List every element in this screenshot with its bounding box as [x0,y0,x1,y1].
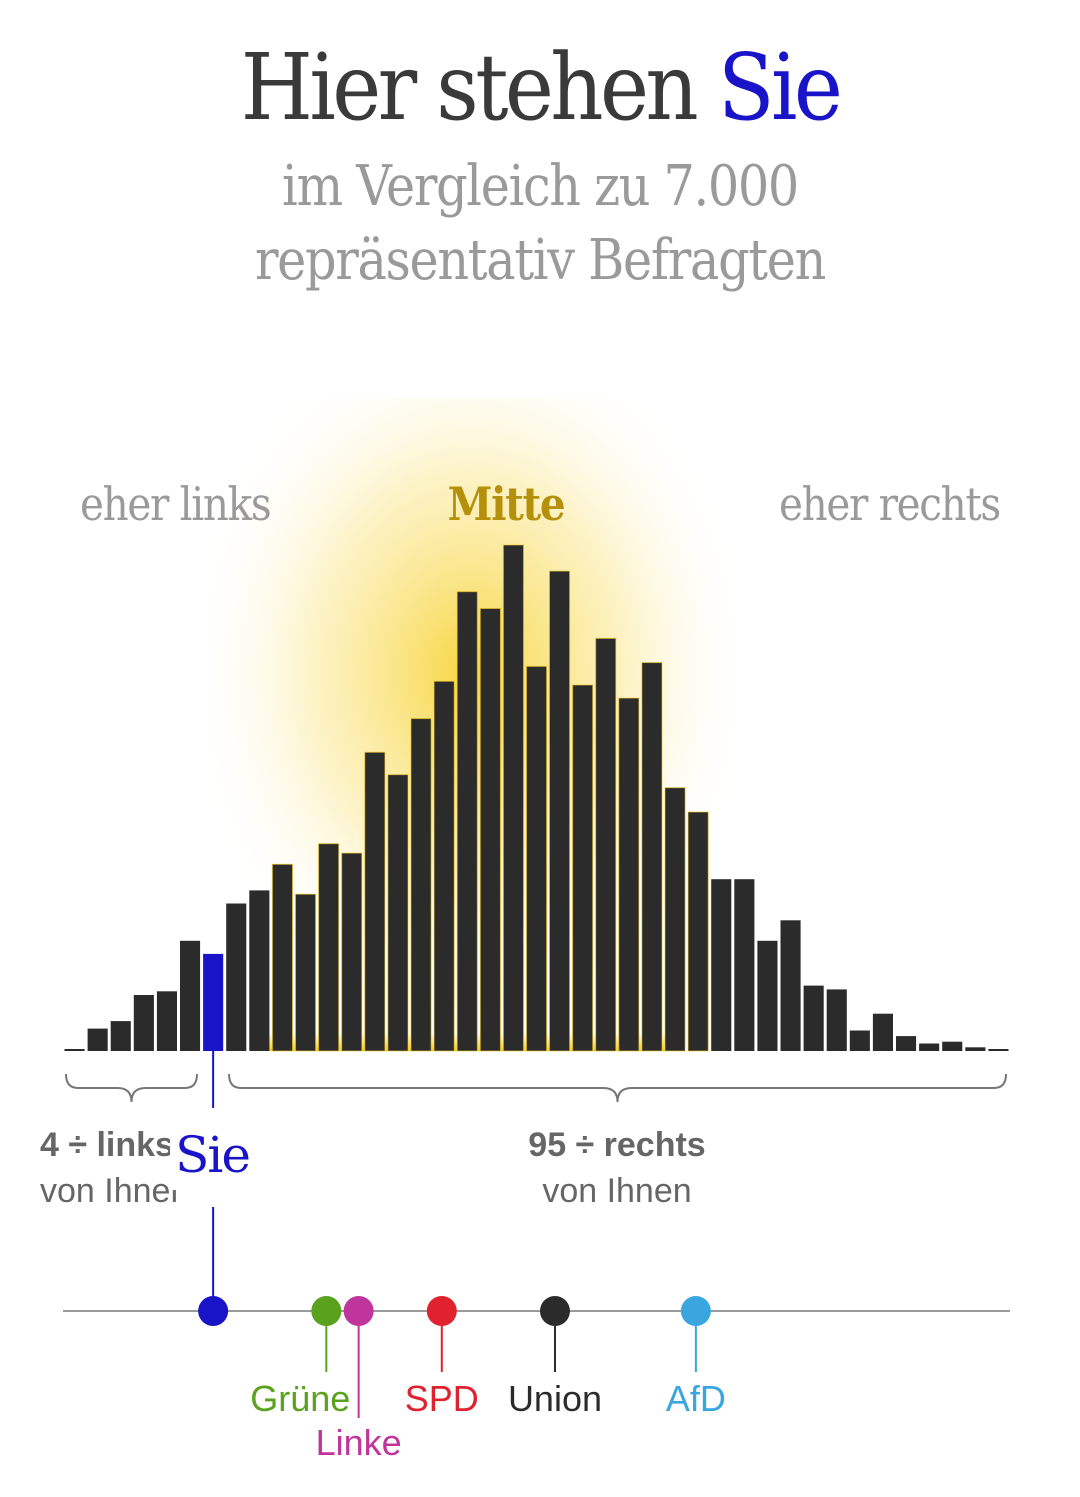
histogram-bar [526,665,548,1052]
party-dot [680,1296,711,1326]
histogram-bar [387,774,409,1052]
you-dot [198,1296,229,1326]
histogram-bar [433,680,455,1052]
histogram-bar [502,544,524,1052]
range-braces [65,1073,1007,1103]
histogram-bar [757,940,778,1051]
histogram-bar [965,1047,986,1051]
party-scale [63,1207,1010,1418]
histogram-bar [456,591,478,1052]
zone-left-label: eher links [80,477,272,531]
histogram-bar [479,608,501,1052]
histogram-bar [734,879,755,1051]
brace-left [65,1073,198,1103]
histogram-bar [896,1036,917,1051]
histogram-bar [180,940,201,1051]
page-subtitle: im Vergleich zu 7.000 repräsentativ Befr… [65,150,1015,298]
zone-middle-label: Mitte [447,477,566,531]
histogram-bar [549,570,571,1052]
subtitle-line-1: im Vergleich zu 7.000 [282,154,799,219]
party-dot [539,1296,570,1326]
party-label: Linke [315,1422,402,1463]
title-you: Sie [717,34,843,141]
histogram-bar [988,1049,1009,1051]
histogram-bar [780,920,801,1051]
histogram-bar [826,989,847,1051]
histogram-bar [664,787,686,1052]
histogram-bar [711,879,732,1051]
party-dot [343,1296,374,1326]
histogram-bar [87,1028,108,1051]
party-dot [426,1296,457,1326]
party-label: Grüne [250,1378,351,1419]
party-dot [311,1296,342,1326]
zone-right-label: eher rechts [779,477,1001,531]
histogram-bar [618,697,640,1052]
stat-right: 95 ÷ rechts von Ihnen [467,1122,767,1214]
party-label: Union [507,1378,602,1419]
histogram-bar [803,985,824,1051]
histogram-bar [271,863,293,1052]
stat-right-text: von Ihnen [542,1172,692,1210]
histogram-bar [641,662,663,1052]
histogram-bar [572,684,594,1052]
subtitle-line-2: repräsentativ Befragten [254,228,826,293]
histogram-bar [226,903,247,1051]
stat-left: 4 ÷ links von Ihnen [40,1122,180,1214]
histogram-bar [156,991,177,1051]
stat-left-text: von Ihnen [40,1172,180,1210]
histogram-bar [595,637,617,1052]
you-marker-label: Sie [170,1120,254,1190]
stat-left-pct: 4 ÷ links [40,1126,174,1164]
histogram-bar [341,852,363,1052]
party-label: AfD [665,1378,726,1419]
histogram-bar [687,811,709,1052]
histogram-bar [318,843,340,1052]
brace-right [228,1073,1007,1103]
page-title: Hier stehen Sie [54,28,1026,148]
histogram-bar [849,1030,870,1051]
histogram-bar [64,1049,85,1051]
histogram-bar-you [203,953,224,1051]
stat-right-pct: 95 ÷ rechts [528,1126,706,1164]
party-label: SPD [404,1378,479,1419]
histogram-bar [942,1041,963,1051]
histogram-bar [410,718,432,1052]
histogram-bar [364,751,386,1052]
histogram-bars [64,544,1009,1108]
histogram-bar [133,995,154,1051]
title-text: Hier stehen [240,34,718,141]
histogram-bar [110,1021,131,1051]
histogram-bar [919,1043,940,1051]
histogram-bar [872,1013,893,1051]
histogram-bar [249,890,270,1051]
histogram-bar [295,893,317,1052]
